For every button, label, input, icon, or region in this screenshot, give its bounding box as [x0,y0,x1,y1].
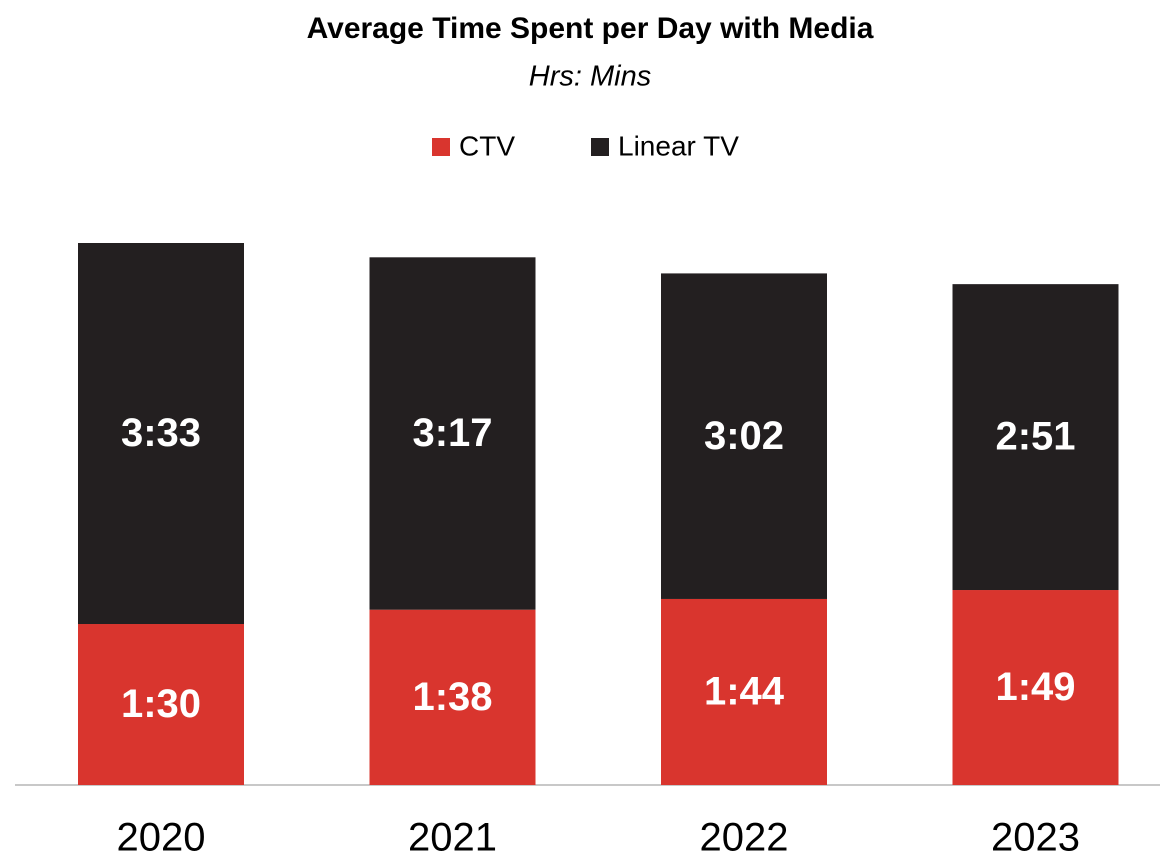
bar-segment [952,590,1119,785]
bar-segment [78,243,244,625]
bar-segment [369,257,536,610]
x-tick-label: 2022 [700,816,789,860]
chart-subtitle: Hrs: Mins [529,61,651,93]
legend-swatch [591,138,609,156]
x-tick-label: 2021 [408,816,497,860]
legend-label: CTV [459,130,515,161]
data-label: 1:49 [995,665,1075,709]
bar-segment [369,609,536,785]
x-tick-label: 2023 [991,816,1080,860]
chart-title: Average Time Spent per Day with Media [307,12,874,45]
bar-segment [661,598,827,785]
data-label: 1:30 [121,682,201,726]
data-label: 3:33 [121,411,201,455]
data-label: 2:51 [995,415,1075,459]
data-label: 1:44 [704,670,785,714]
legend-label: Linear TV [618,130,739,161]
legend-swatch [432,138,450,156]
data-label: 1:38 [412,675,492,719]
bar-segment [661,273,827,599]
data-label: 3:02 [704,414,784,458]
bar-segment [952,284,1119,591]
x-tick-label: 2020 [117,816,206,860]
data-label: 3:17 [412,411,492,455]
bar-segment [78,624,244,785]
